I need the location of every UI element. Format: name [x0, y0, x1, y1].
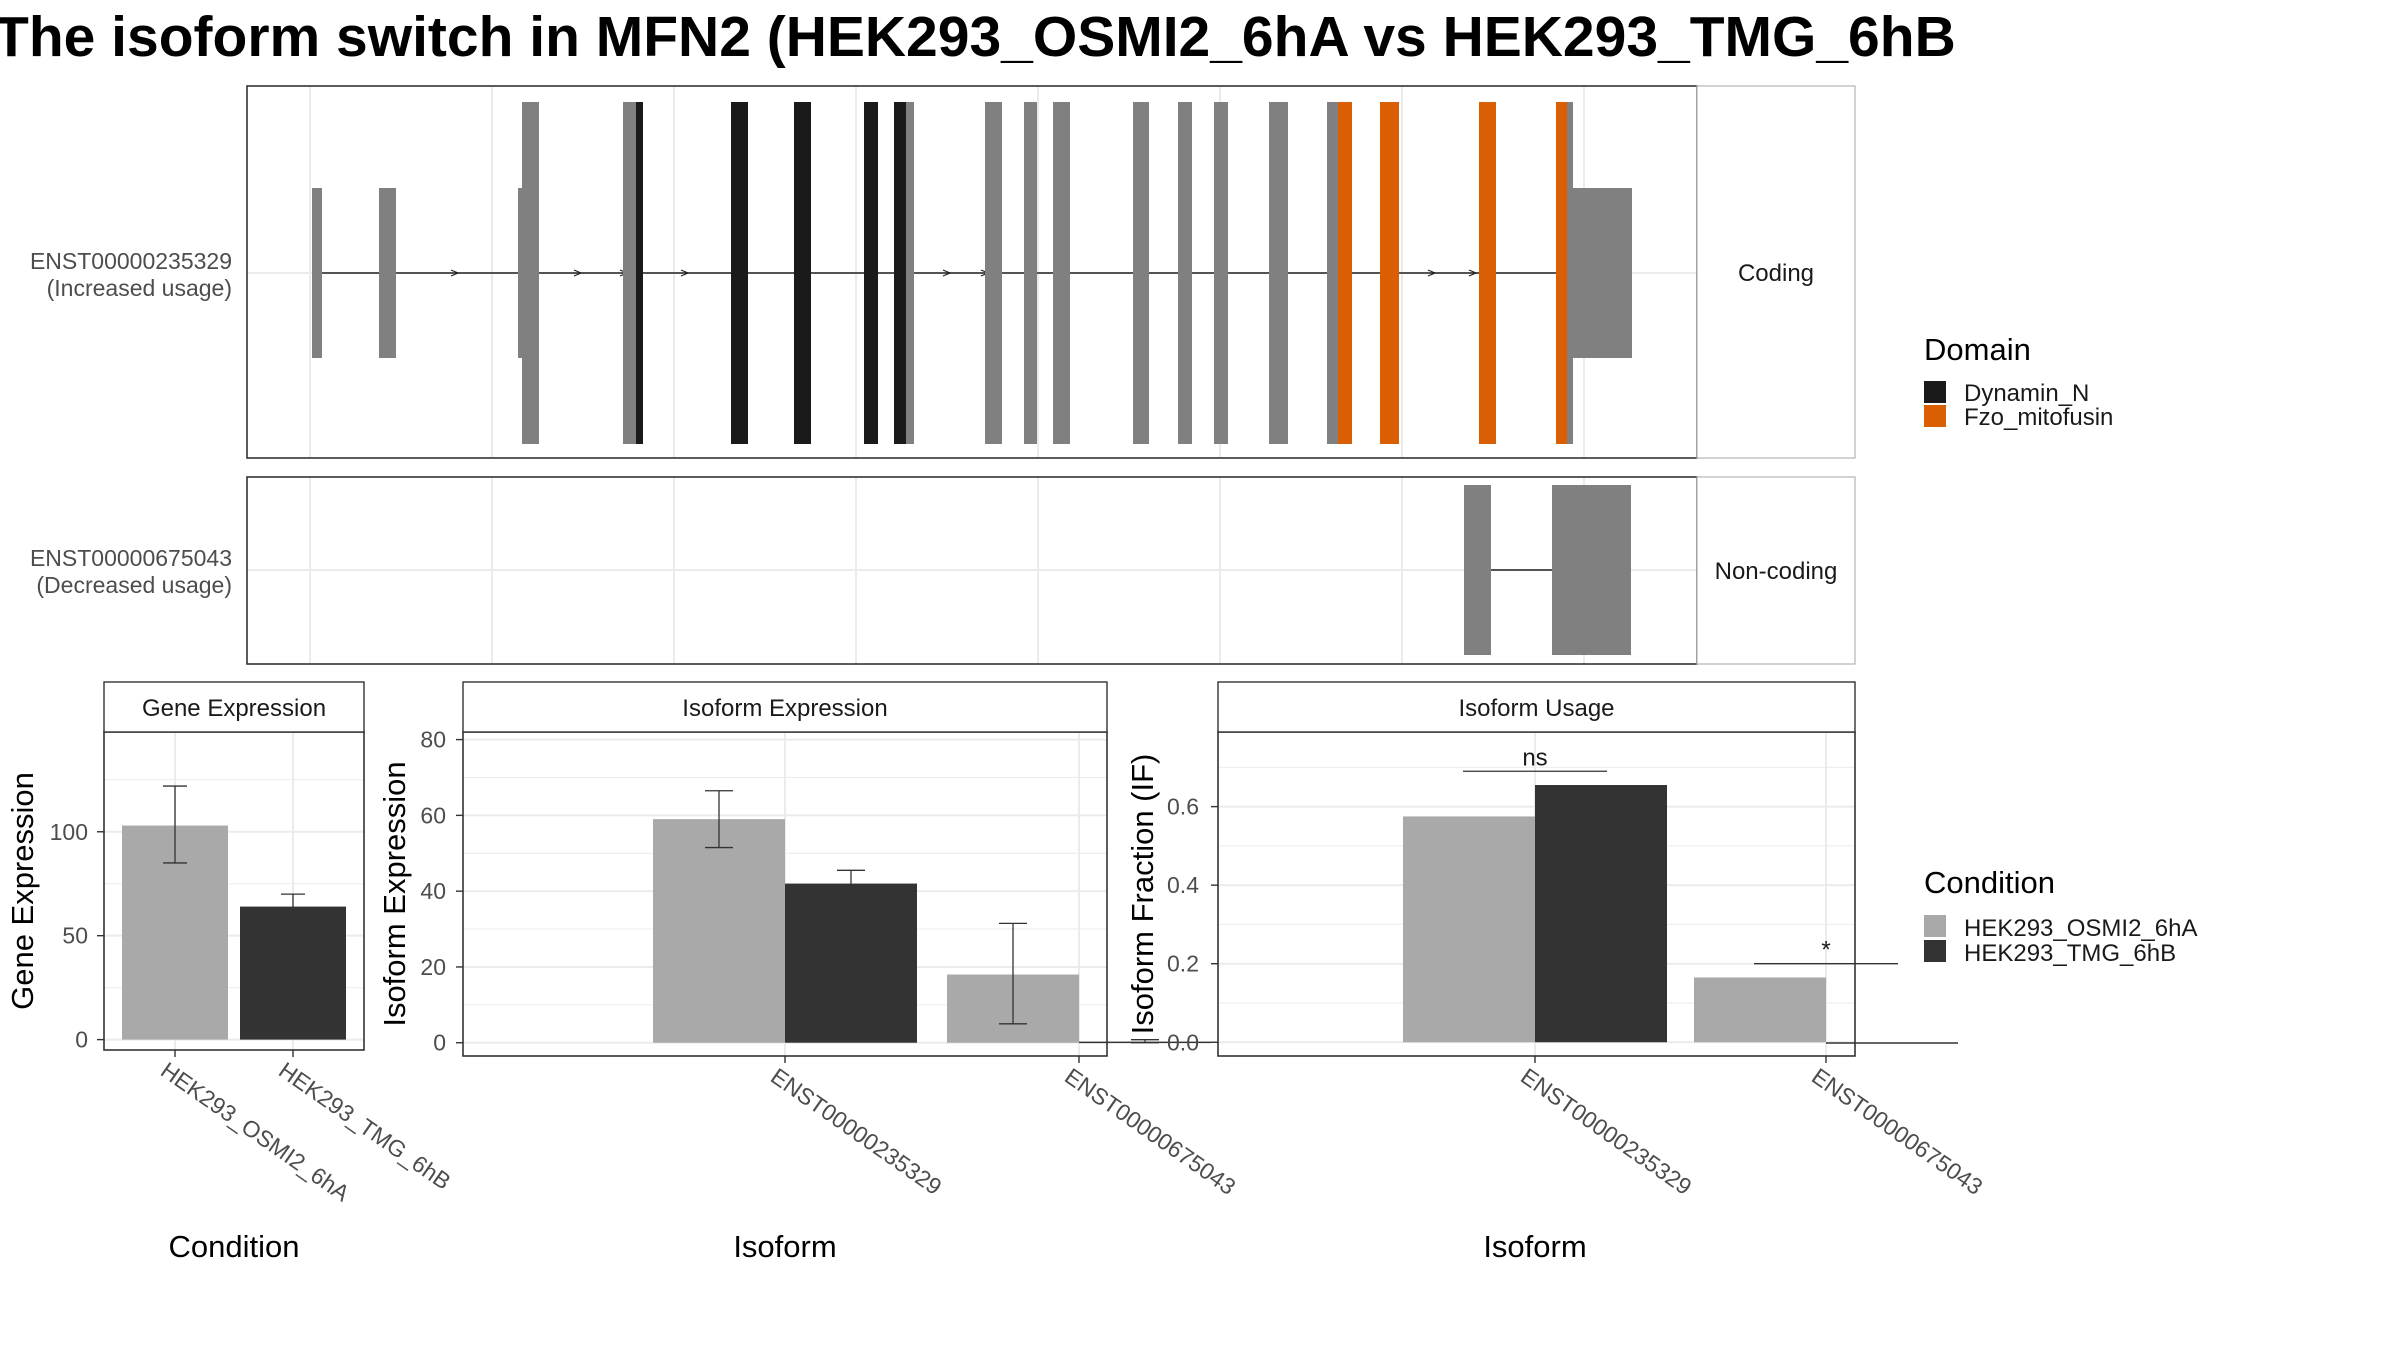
y-tick-label: 0.4	[1167, 872, 1199, 898]
significance-label: ns	[1522, 744, 1547, 771]
y-tick-label: 0.2	[1167, 951, 1199, 977]
exon	[985, 102, 1002, 444]
isoform-expression-chart: Isoform Expression 0 20 40 60 80 ENST000002353…	[377, 681, 1241, 1264]
y-tick-label: 100	[50, 819, 88, 845]
bar	[1535, 785, 1667, 1043]
condition-legend: Condition HEK293_OSMI2_6hA HEK293_TMG_6h…	[1924, 865, 2197, 967]
intron-arrows	[450, 269, 1478, 277]
exon	[906, 102, 914, 444]
y-tick-label: 50	[62, 923, 88, 949]
strip-label: Isoform Usage	[1458, 695, 1614, 722]
exon	[1380, 102, 1399, 444]
figure-title: The isoform switch in MFN2 (HEK293_OSMI2…	[0, 5, 1956, 69]
strip-box	[1696, 476, 1856, 665]
strip-label-noncoding: Non-coding	[1715, 558, 1838, 585]
strip-label-coding: Coding	[1738, 260, 1814, 287]
exon	[794, 102, 811, 444]
exon	[1053, 102, 1070, 444]
exon	[1556, 102, 1567, 444]
exon	[636, 102, 643, 444]
legend-key-dynamin	[1924, 381, 1946, 403]
legend-title: Condition	[1924, 865, 2055, 900]
legend-key-fzo	[1924, 405, 1946, 427]
exon	[1464, 485, 1491, 655]
exon	[864, 102, 878, 444]
bar	[1694, 977, 1826, 1043]
y-tick-label: 20	[420, 954, 446, 980]
strip-label: Gene Expression	[142, 695, 326, 722]
legend-key-osmi2	[1924, 915, 1946, 937]
exon	[1269, 102, 1288, 444]
x-tick-label: HEK293_OSMI2_6hA	[156, 1057, 355, 1207]
x-axis-title: Condition	[169, 1229, 300, 1264]
exon	[518, 188, 523, 358]
transcript-usage: (Increased usage)	[47, 275, 232, 301]
exon	[1214, 102, 1228, 444]
x-axis-title: Isoform	[733, 1229, 836, 1264]
exon	[731, 102, 748, 444]
legend-label: Fzo_mitofusin	[1964, 404, 2113, 431]
exon	[1479, 102, 1496, 444]
strip-box	[1696, 85, 1856, 459]
isoform-usage-chart: ns * Isoform Usage 0.0 0.2 0.4 0.6 ENST00000235…	[1125, 681, 1988, 1264]
strip-box	[103, 681, 365, 733]
y-tick-label: 0.0	[1167, 1029, 1199, 1055]
bar	[653, 819, 785, 1043]
domain-legend: Domain Dynamin_N Fzo_mitofusin	[1924, 332, 2113, 431]
x-axis-title: Isoform	[1483, 1229, 1586, 1264]
y-tick-label: 60	[420, 802, 446, 828]
intron-arrow	[450, 269, 460, 277]
intron-arrow	[942, 269, 952, 277]
exon	[312, 188, 322, 358]
exon	[1327, 102, 1338, 444]
x-tick-label: ENST00000235329	[1516, 1063, 1696, 1200]
legend-label: HEK293_OSMI2_6hA	[1964, 915, 2197, 942]
strip-label: Isoform Expression	[682, 695, 887, 722]
y-tick-label: 0	[75, 1027, 88, 1053]
y-axis-title: Isoform Expression	[377, 761, 412, 1026]
exon-track	[312, 102, 1632, 444]
exon	[1178, 102, 1192, 444]
exon	[1567, 102, 1573, 444]
exon	[1133, 102, 1149, 444]
x-tick-label: ENST00000675043	[1807, 1063, 1987, 1200]
significance-label: *	[1821, 937, 1830, 964]
exon	[522, 102, 539, 444]
intron-arrow	[680, 269, 690, 277]
y-axis-title: Gene Expression	[5, 772, 40, 1010]
legend-label: HEK293_TMG_6hB	[1964, 940, 2176, 967]
transcript-panel-coding: Coding ENST00000235329 (Increased usage)	[30, 85, 1856, 459]
y-tick-label: 0	[433, 1030, 446, 1056]
strip-box	[462, 681, 1108, 733]
x-tick-label: ENST00000235329	[766, 1063, 946, 1200]
legend-key-tmg	[1924, 940, 1946, 962]
transcript-panel-noncoding: Non-coding ENST00000675043 (Decreased us…	[30, 476, 1856, 665]
intron-arrow	[573, 269, 583, 277]
transcript-usage: (Decreased usage)	[36, 572, 232, 598]
strip-box	[1217, 681, 1856, 733]
exon	[379, 188, 396, 358]
legend-title: Domain	[1924, 332, 2031, 367]
legend-label: Dynamin_N	[1964, 380, 2089, 407]
bar	[1826, 1042, 1958, 1044]
intron-arrow	[1468, 269, 1478, 277]
bar	[1403, 816, 1535, 1043]
exon	[1573, 188, 1632, 358]
x-tick-label: ENST00000675043	[1060, 1063, 1240, 1200]
bar	[240, 906, 346, 1040]
exon	[1338, 102, 1352, 444]
intron-arrow	[1427, 269, 1437, 277]
exon	[1024, 102, 1037, 444]
y-tick-label: 40	[420, 878, 446, 904]
y-tick-label: 80	[420, 727, 446, 753]
exon	[894, 102, 906, 444]
bar	[785, 883, 917, 1043]
exon	[623, 102, 636, 444]
transcript-id: ENST00000675043	[30, 545, 232, 571]
y-axis-title: Isoform Fraction (IF)	[1125, 754, 1160, 1035]
exon	[1552, 485, 1631, 655]
y-tick-label: 0.6	[1167, 794, 1199, 820]
transcript-id: ENST00000235329	[30, 248, 232, 274]
